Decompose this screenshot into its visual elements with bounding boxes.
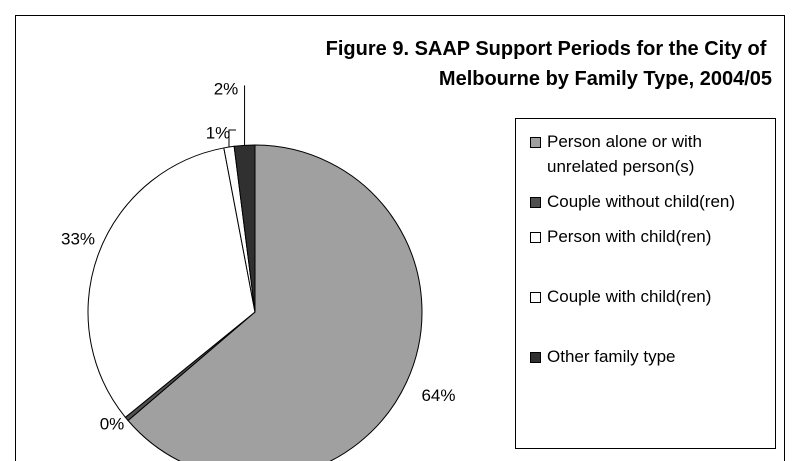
leader-line [244, 85, 246, 146]
pie-slice [87, 147, 256, 418]
data-label: 33% [61, 229, 95, 248]
legend-swatch [530, 232, 541, 243]
chart-title: Figure 9. SAAP Support Periods for the C… [326, 38, 772, 90]
data-label: 1% [206, 123, 231, 142]
data-label: 64% [421, 386, 455, 405]
legend-label: Other family type [547, 347, 676, 366]
legend-label: Person with child(ren) [547, 227, 712, 246]
legend-swatch [530, 137, 541, 148]
data-label: 2% [214, 79, 239, 98]
legend-item: Couple without child(ren) [530, 189, 767, 214]
pie-slice [127, 144, 423, 461]
legend-label: Couple with child(ren) [547, 287, 712, 306]
legend-label: Person alone or with unrelated person(s) [547, 132, 702, 176]
legend-swatch [530, 197, 541, 208]
legend-item: Other family type [530, 344, 767, 369]
legend-item: Person with child(ren) [530, 224, 767, 249]
leader-line [228, 129, 236, 148]
chart-frame [15, 15, 785, 461]
legend-item: Person alone or with unrelated person(s) [530, 129, 767, 179]
legend-swatch [530, 352, 541, 363]
data-label: 0% [100, 414, 125, 433]
legend-swatch [530, 292, 541, 303]
legend-label: Couple without child(ren) [547, 192, 736, 211]
legend: Person alone or with unrelated person(s)… [515, 118, 776, 449]
legend-item: Couple with child(ren) [530, 284, 767, 309]
